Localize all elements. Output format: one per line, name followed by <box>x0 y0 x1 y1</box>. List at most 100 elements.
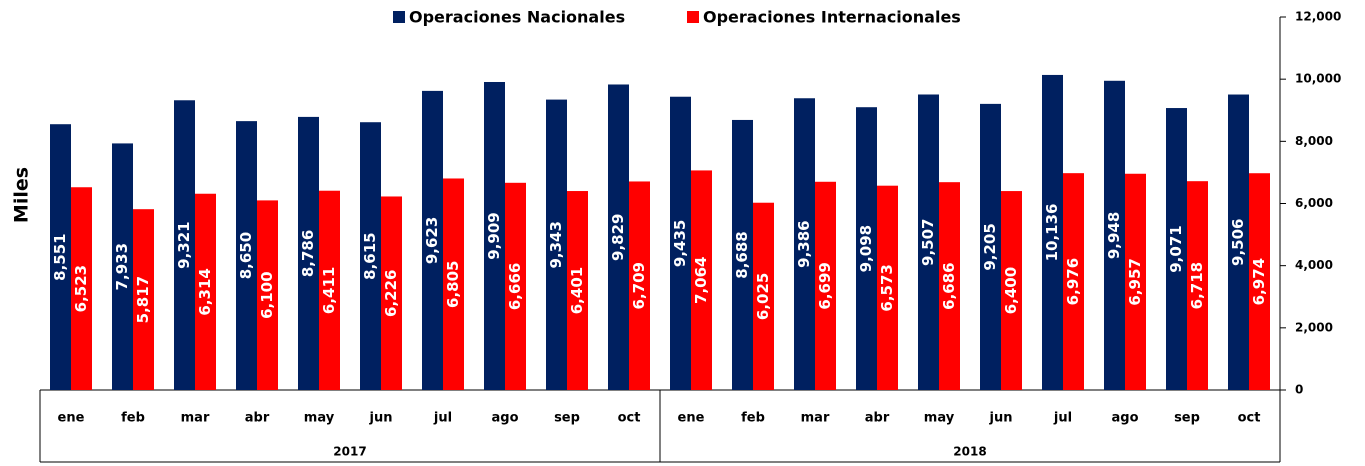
legend-swatch <box>687 11 699 23</box>
data-label: 6,573 <box>878 264 896 311</box>
bar <box>567 191 588 390</box>
data-label: 6,100 <box>258 271 276 318</box>
bar <box>174 100 195 390</box>
data-label: 9,435 <box>671 220 689 267</box>
bar <box>980 103 1001 390</box>
data-label: 9,386 <box>795 220 813 267</box>
bar <box>1125 173 1146 390</box>
x-tick-label: ago <box>491 411 518 426</box>
x-tick-label: sep <box>554 411 580 426</box>
bar <box>815 181 836 390</box>
y-tick-label: 6,000 <box>1295 196 1333 210</box>
x-tick-label: feb <box>741 411 765 426</box>
data-label: 8,615 <box>361 232 379 279</box>
data-label: 6,976 <box>1064 258 1082 305</box>
bar <box>1166 108 1187 390</box>
data-label: 6,523 <box>72 265 90 312</box>
data-label: 8,688 <box>733 231 751 278</box>
bar <box>939 182 960 390</box>
data-label: 7,933 <box>113 243 131 290</box>
x-tick-label: ene <box>58 411 85 426</box>
y-tick-label: 8,000 <box>1295 134 1333 148</box>
data-label: 6,699 <box>816 262 834 309</box>
x-tick-label: mar <box>801 411 830 426</box>
y-tick-label: 4,000 <box>1295 258 1333 272</box>
data-label: 6,401 <box>568 267 586 314</box>
x-tick-label: jun <box>989 411 1013 426</box>
data-label: 9,909 <box>485 212 503 259</box>
bar <box>133 209 154 390</box>
x-tick-label: ago <box>1111 411 1138 426</box>
bar <box>1063 173 1084 390</box>
data-label: 9,507 <box>919 219 937 266</box>
data-label: 6,709 <box>630 262 648 309</box>
bar <box>381 196 402 390</box>
data-label: 6,400 <box>1002 267 1020 314</box>
x-tick-label: oct <box>1238 411 1261 426</box>
bar <box>1187 181 1208 390</box>
x-tick-label: mar <box>181 411 210 426</box>
data-label: 9,098 <box>857 225 875 272</box>
x-tick-label: may <box>924 411 955 426</box>
data-label: 8,551 <box>51 233 69 280</box>
x-tick-label: ene <box>678 411 705 426</box>
data-label: 9,343 <box>547 221 565 268</box>
bar <box>360 122 381 390</box>
data-label: 9,506 <box>1229 219 1247 266</box>
bar <box>236 121 257 391</box>
bar <box>1249 173 1270 390</box>
data-label: 9,948 <box>1105 212 1123 259</box>
group-label: 2018 <box>953 445 986 459</box>
bar <box>546 99 567 391</box>
x-tick-label: oct <box>618 411 641 426</box>
y-tick-label: 2,000 <box>1295 320 1333 334</box>
bar <box>484 81 505 391</box>
data-label: 9,205 <box>981 223 999 270</box>
data-label: 6,314 <box>196 268 214 315</box>
x-tick-label: feb <box>121 411 145 426</box>
data-label: 6,974 <box>1250 258 1268 305</box>
bar <box>1042 74 1063 390</box>
legend-label: Operaciones Nacionales <box>409 8 625 27</box>
bar <box>505 182 526 390</box>
bar <box>670 96 691 390</box>
x-tick-label: may <box>304 411 335 426</box>
bar <box>50 124 71 390</box>
data-label: 9,623 <box>423 217 441 264</box>
data-label: 8,650 <box>237 232 255 279</box>
y-tick-label: 0 <box>1295 383 1303 397</box>
y-tick-label: 10,000 <box>1295 72 1341 86</box>
data-label: 9,071 <box>1167 225 1185 272</box>
bar <box>753 202 774 390</box>
group-label: 2017 <box>333 445 366 459</box>
bar <box>732 119 753 390</box>
bar <box>1104 80 1125 391</box>
y-axis-label: Miles <box>11 167 33 223</box>
bar <box>298 116 319 391</box>
data-label: 6,957 <box>1126 258 1144 305</box>
x-tick-label: jul <box>1053 411 1072 426</box>
bar <box>71 187 92 390</box>
bar <box>443 178 464 390</box>
bar <box>918 94 939 390</box>
bar <box>877 185 898 390</box>
x-tick-label: sep <box>1174 411 1200 426</box>
x-tick-label: jun <box>369 411 393 426</box>
bar <box>1228 94 1249 390</box>
bar <box>257 200 278 390</box>
bar <box>422 90 443 391</box>
data-label: 5,817 <box>134 276 152 323</box>
bar <box>691 170 712 390</box>
bar <box>794 98 815 390</box>
data-label: 8,786 <box>299 230 317 277</box>
bar <box>856 107 877 391</box>
bar <box>629 181 650 390</box>
bar <box>608 84 629 390</box>
x-tick-label: abr <box>865 411 890 426</box>
data-label: 6,686 <box>940 262 958 309</box>
data-label: 6,666 <box>506 263 524 310</box>
data-label: 9,829 <box>609 214 627 261</box>
data-label: 10,136 <box>1043 204 1061 262</box>
data-label: 9,321 <box>175 221 193 268</box>
